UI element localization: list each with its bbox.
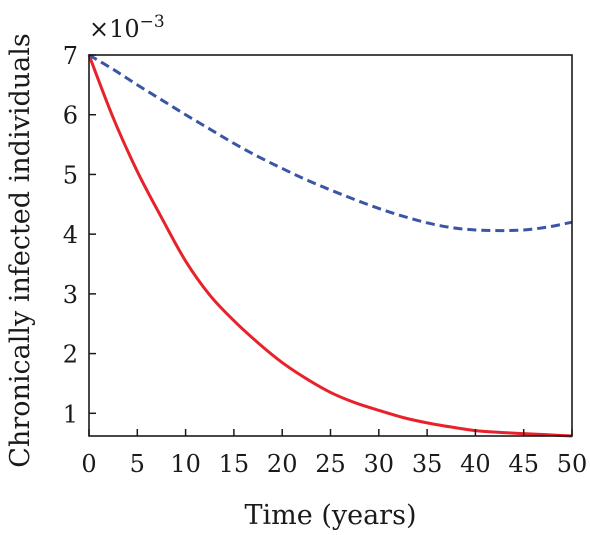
y-tick-label-3: 4 bbox=[63, 221, 78, 249]
x-tick-label-4: 20 bbox=[267, 450, 298, 478]
y-axis-label: Chronically infected individuals bbox=[5, 33, 36, 467]
y-tick-label-1: 2 bbox=[63, 341, 78, 369]
x-axis-label: Time (years) bbox=[245, 500, 417, 531]
x-tick-label-8: 40 bbox=[460, 450, 491, 478]
y-multiplier-base: ×10 bbox=[89, 15, 140, 43]
series-line-dashed bbox=[88, 53, 573, 233]
x-tick-label-6: 30 bbox=[364, 450, 395, 478]
y-tick-label-2: 3 bbox=[63, 281, 78, 309]
y-tick-label-4: 5 bbox=[63, 161, 78, 189]
y-multiplier-exponent: −3 bbox=[140, 12, 165, 32]
series-layer bbox=[87, 53, 573, 438]
y-tick-label-6: 7 bbox=[63, 42, 78, 70]
plot-frame bbox=[88, 54, 573, 437]
x-tick-label-1: 5 bbox=[130, 450, 145, 478]
series-line-solid bbox=[87, 54, 573, 438]
x-tick-label-10: 50 bbox=[557, 450, 588, 478]
x-tick-label-5: 25 bbox=[315, 450, 346, 478]
x-tick-label-7: 35 bbox=[412, 450, 443, 478]
y-tick-label-0: 1 bbox=[63, 400, 78, 428]
x-tick-label-9: 45 bbox=[508, 450, 539, 478]
x-tick-label-3: 15 bbox=[219, 450, 250, 478]
x-tick-label-2: 10 bbox=[170, 450, 201, 478]
x-tick-label-0: 0 bbox=[81, 450, 96, 478]
y-tick-label-5: 6 bbox=[63, 102, 78, 130]
y-multiplier-label: ×10−3 bbox=[89, 12, 165, 43]
